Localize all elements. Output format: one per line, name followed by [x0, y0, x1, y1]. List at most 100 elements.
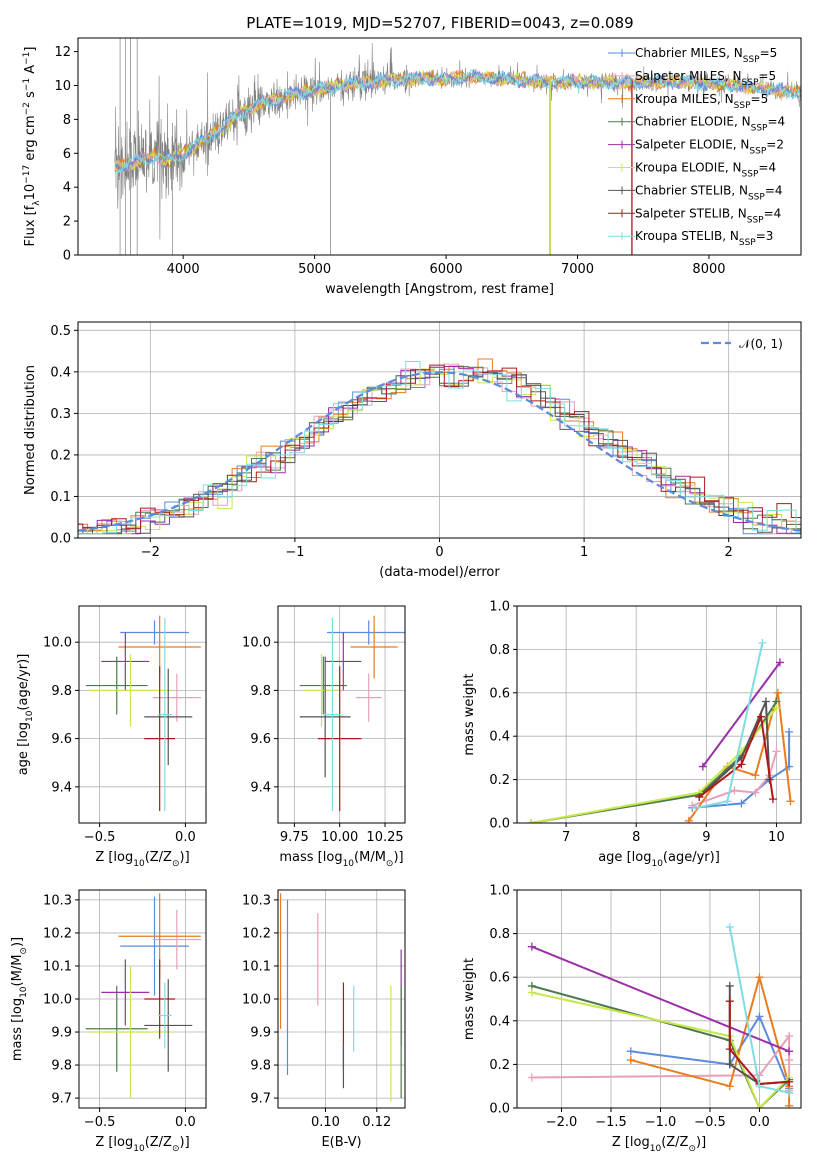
axes-frame	[516, 889, 802, 1109]
legend-entry: Chabrier ELODIE, NSSP=4	[635, 115, 785, 134]
figure-title: PLATE=1019, MJD=52707, FIBERID=0043, z=0…	[246, 14, 633, 32]
weight-marker	[785, 1032, 794, 1041]
spectrum-lines	[114, 38, 801, 255]
y-tick-label: 10.0	[43, 993, 72, 1008]
x-tick-label: −1.0	[645, 1115, 677, 1130]
weight-marker	[691, 803, 700, 812]
x-axis-label: Z [log10(Z/Z⊙)]	[95, 1135, 189, 1154]
y-tick-label: 4	[63, 181, 71, 196]
y-tick-label: 9.9	[51, 1026, 72, 1041]
x-tick-label: 7	[562, 830, 570, 845]
x-tick-label: 8000	[692, 262, 725, 277]
legend-entry: Kroupa MILES, NSSP=5	[635, 92, 768, 111]
weight-marker	[755, 1012, 764, 1021]
x-tick-label: 5000	[298, 262, 331, 277]
weight-marker	[785, 1047, 794, 1056]
x-axis-label: Z [log10(Z/Z⊙)]	[612, 1135, 706, 1154]
x-tick-label: 7000	[561, 262, 594, 277]
weight-line	[530, 707, 778, 823]
y-tick-label: 10.0	[43, 636, 72, 651]
weight-marker	[786, 797, 795, 806]
axes-frame	[78, 889, 207, 1109]
y-tick-label: 0.4	[489, 1014, 510, 1029]
weight-marker	[725, 1060, 734, 1069]
weight-line	[531, 945, 790, 1053]
weight-marker	[785, 1088, 794, 1097]
weight-marker	[775, 658, 784, 667]
weight-marker	[785, 1101, 794, 1108]
weight-marker	[527, 1073, 536, 1082]
y-tick-label: 0.0	[489, 1102, 510, 1117]
error-bars	[85, 615, 201, 811]
spectrum-model-line	[114, 69, 801, 175]
residual-histograms	[78, 358, 801, 535]
x-tick-label: 0.0	[175, 830, 196, 845]
weight_vs_Z-panel: −2.0 −1.5 −1.0 −0.5 0.0 0.0 0.2 0.4 0.6 0.8 1.0 Z […	[462, 884, 802, 1154]
y-tick-label: 0.6	[489, 686, 510, 701]
y-tick-label: 9.8	[51, 1059, 72, 1074]
y-tick-label: 0.8	[489, 927, 510, 942]
x-tick-label: 10	[768, 830, 785, 845]
y-tick-label: 0.2	[50, 448, 71, 463]
y-tick-label: 0.4	[489, 730, 510, 745]
y-tick-label: 6	[63, 147, 71, 162]
x-tick-label: 2	[725, 545, 733, 560]
y-tick-label: 1.0	[489, 884, 510, 899]
weight-line	[728, 1001, 790, 1086]
weight-marker	[695, 792, 704, 801]
residual-histogram	[78, 361, 801, 535]
weight-marker	[772, 747, 781, 756]
y-axis-label: mass [log10(M/M⊙)]	[10, 937, 29, 1061]
axes-frame	[277, 605, 406, 824]
weight-marker	[684, 816, 693, 823]
mass_vs_Z-panel: −0.5 0.0 9.7 9.8 9.9 10.0 10.1 10.2 10.3 Z [log10…	[10, 889, 207, 1154]
y-tick-label: 10	[54, 79, 71, 94]
weight-marker	[725, 923, 734, 932]
y-axis-label: Flux [fλ10−17 erg cm−2 s−1 A−1]	[22, 47, 42, 247]
weight-marker	[723, 797, 732, 806]
x-tick-label: −0.5	[694, 1115, 726, 1130]
weight-marker	[527, 942, 536, 951]
error-bars	[85, 893, 201, 1099]
weight-line	[701, 661, 781, 768]
x-tick-label: 8	[632, 830, 640, 845]
weight-line	[698, 701, 771, 798]
y-tick-label: 10.2	[43, 926, 72, 941]
y-tick-label: 0.2	[489, 1058, 510, 1073]
legend-entry: Salpeter STELIB, NSSP=4	[635, 206, 781, 225]
age_vs_Z-panel: −0.5 0.0 9.4 9.6 9.8 10.0 Z [log10(Z/Z⊙)] age […	[16, 605, 207, 869]
x-tick-label: 6000	[430, 262, 463, 277]
weight-marker	[768, 795, 777, 804]
x-tick-label: 0.0	[175, 1115, 196, 1130]
y-tick-label: 9.7	[250, 1092, 271, 1107]
y-axis-label: mass weight	[462, 673, 477, 755]
weight-marker	[755, 973, 764, 982]
weight-marker	[772, 703, 781, 712]
weight-marker	[761, 697, 770, 706]
y-axis-label: Normed distribution	[23, 365, 38, 495]
spectrum-panel: 4000 5000 6000 7000 8000 0 2 4 6 8 10 12 wavelength …	[22, 37, 802, 297]
y-tick-label: 0.2	[489, 773, 510, 788]
y-tick-label: 9.9	[250, 1026, 271, 1041]
axes-frame	[77, 321, 802, 539]
weight-series	[527, 638, 795, 823]
x-tick-label: 1	[580, 545, 588, 560]
spectrum-legend: Chabrier MILES, NSSP=5 Salpeter MILES, NS…	[608, 46, 785, 248]
y-tick-label: 9.8	[250, 684, 271, 699]
y-tick-label: 0.5	[50, 324, 71, 339]
y-tick-label: 0.3	[50, 407, 71, 422]
x-tick-label: 10.25	[366, 830, 403, 845]
y-tick-label: 9.6	[51, 732, 72, 747]
y-tick-label: 9.8	[51, 684, 72, 699]
legend-entry: Salpeter ELODIE, NSSP=2	[635, 138, 784, 157]
y-tick-label: 9.8	[250, 1059, 271, 1074]
error-bars	[279, 893, 402, 1102]
weight-marker	[737, 799, 746, 808]
weight-marker	[527, 988, 536, 997]
x-axis-label: age [log10(age/yr)]	[598, 850, 720, 869]
y-tick-label: 1.0	[489, 600, 510, 615]
weight-marker	[785, 1077, 794, 1086]
y-tick-label: 0.4	[50, 365, 71, 380]
weight-marker	[626, 1056, 635, 1065]
